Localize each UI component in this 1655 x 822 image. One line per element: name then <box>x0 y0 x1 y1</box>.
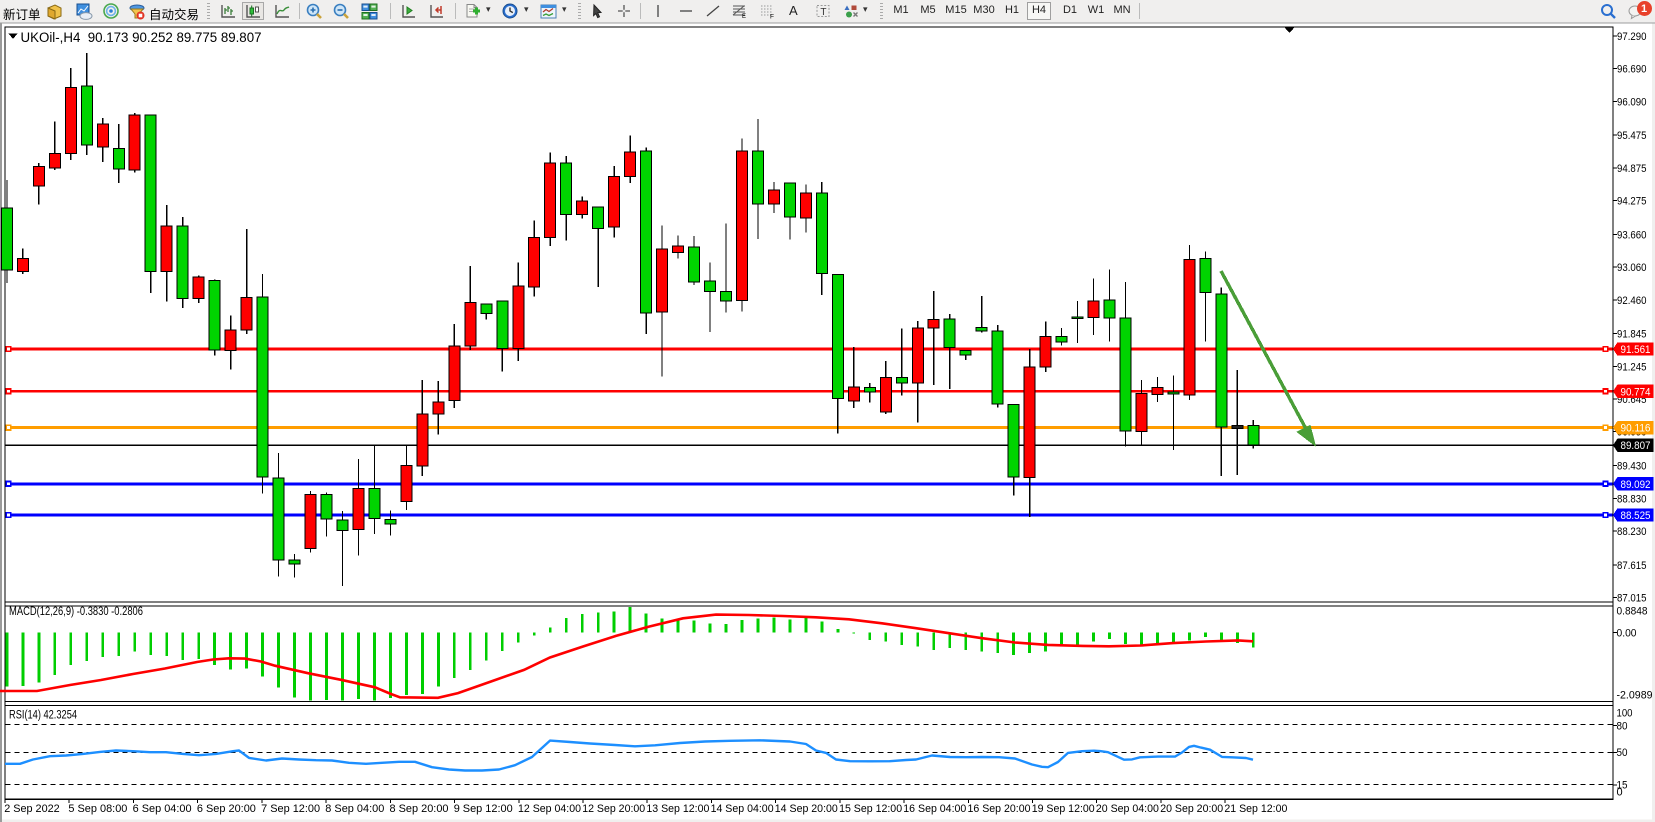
svg-text:92.460: 92.460 <box>1617 295 1647 307</box>
svg-text:89.807: 89.807 <box>1621 440 1651 452</box>
svg-text:88.525: 88.525 <box>1621 510 1651 522</box>
svg-text:91.245: 91.245 <box>1617 361 1647 373</box>
svg-text:80: 80 <box>1617 721 1628 733</box>
svg-text:20 Sep 04:00: 20 Sep 04:00 <box>1096 803 1159 815</box>
svg-text:6 Sep 20:00: 6 Sep 20:00 <box>197 803 256 815</box>
svg-text:89.430: 89.430 <box>1617 461 1647 473</box>
svg-text:RSI(14) 42.3254: RSI(14) 42.3254 <box>9 710 77 722</box>
svg-text:97.290: 97.290 <box>1617 31 1647 43</box>
svg-text:15: 15 <box>1617 780 1628 792</box>
svg-text:2 Sep 2022: 2 Sep 2022 <box>4 803 60 815</box>
svg-text:94.275: 94.275 <box>1617 196 1647 208</box>
svg-text:87.615: 87.615 <box>1617 560 1647 572</box>
svg-text:100: 100 <box>1617 708 1633 720</box>
svg-text:F: F <box>770 14 774 21</box>
svg-text:7 Sep 12:00: 7 Sep 12:00 <box>261 803 320 815</box>
svg-text:21 Sep 12:00: 21 Sep 12:00 <box>1224 803 1287 815</box>
svg-text:96.690: 96.690 <box>1617 64 1647 76</box>
svg-text:89.092: 89.092 <box>1621 479 1651 491</box>
svg-text:16 Sep 04:00: 16 Sep 04:00 <box>903 803 966 815</box>
svg-text:50: 50 <box>1617 747 1628 759</box>
svg-text:87.015: 87.015 <box>1617 593 1647 605</box>
svg-text:12 Sep 20:00: 12 Sep 20:00 <box>582 803 645 815</box>
svg-text:T: T <box>820 7 826 18</box>
svg-text:88.230: 88.230 <box>1617 526 1647 538</box>
svg-text:5 Sep 08:00: 5 Sep 08:00 <box>68 803 127 815</box>
svg-text:0.00: 0.00 <box>1617 628 1637 640</box>
svg-text:96.090: 96.090 <box>1617 97 1647 109</box>
svg-text:E: E <box>742 14 746 20</box>
svg-text:14 Sep 04:00: 14 Sep 04:00 <box>711 803 774 815</box>
svg-text:8 Sep 20:00: 8 Sep 20:00 <box>390 803 449 815</box>
svg-text:16 Sep 20:00: 16 Sep 20:00 <box>968 803 1031 815</box>
svg-text:15 Sep 12:00: 15 Sep 12:00 <box>839 803 902 815</box>
svg-text:20 Sep 20:00: 20 Sep 20:00 <box>1160 803 1223 815</box>
svg-text:90.774: 90.774 <box>1621 386 1651 398</box>
svg-text:0.8848: 0.8848 <box>1617 606 1648 618</box>
svg-text:0: 0 <box>1617 786 1623 798</box>
svg-text:91.561: 91.561 <box>1621 344 1651 356</box>
svg-text:12 Sep 04:00: 12 Sep 04:00 <box>518 803 581 815</box>
svg-text:94.875: 94.875 <box>1617 163 1647 175</box>
svg-text:88.830: 88.830 <box>1617 493 1647 505</box>
svg-text:13 Sep 12:00: 13 Sep 12:00 <box>646 803 709 815</box>
svg-text:95.475: 95.475 <box>1617 130 1647 142</box>
svg-text:91.845: 91.845 <box>1617 329 1647 341</box>
svg-text:-2.0989: -2.0989 <box>1617 690 1653 702</box>
svg-text:9 Sep 12:00: 9 Sep 12:00 <box>454 803 513 815</box>
svg-text:93.660: 93.660 <box>1617 229 1647 241</box>
svg-text:MACD(12,26,9) -0.3830 -0.2806: MACD(12,26,9) -0.3830 -0.2806 <box>9 606 143 618</box>
svg-text:6 Sep 04:00: 6 Sep 04:00 <box>133 803 192 815</box>
svg-text:93.060: 93.060 <box>1617 262 1647 274</box>
svg-text:19 Sep 12:00: 19 Sep 12:00 <box>1032 803 1095 815</box>
svg-text:UKOil-,H4 90.173 90.252 89.77: UKOil-,H4 90.173 90.252 89.775 89.807 <box>21 30 262 45</box>
svg-text:14 Sep 20:00: 14 Sep 20:00 <box>775 803 838 815</box>
svg-text:90.116: 90.116 <box>1621 423 1651 435</box>
svg-text:8 Sep 04:00: 8 Sep 04:00 <box>325 803 384 815</box>
